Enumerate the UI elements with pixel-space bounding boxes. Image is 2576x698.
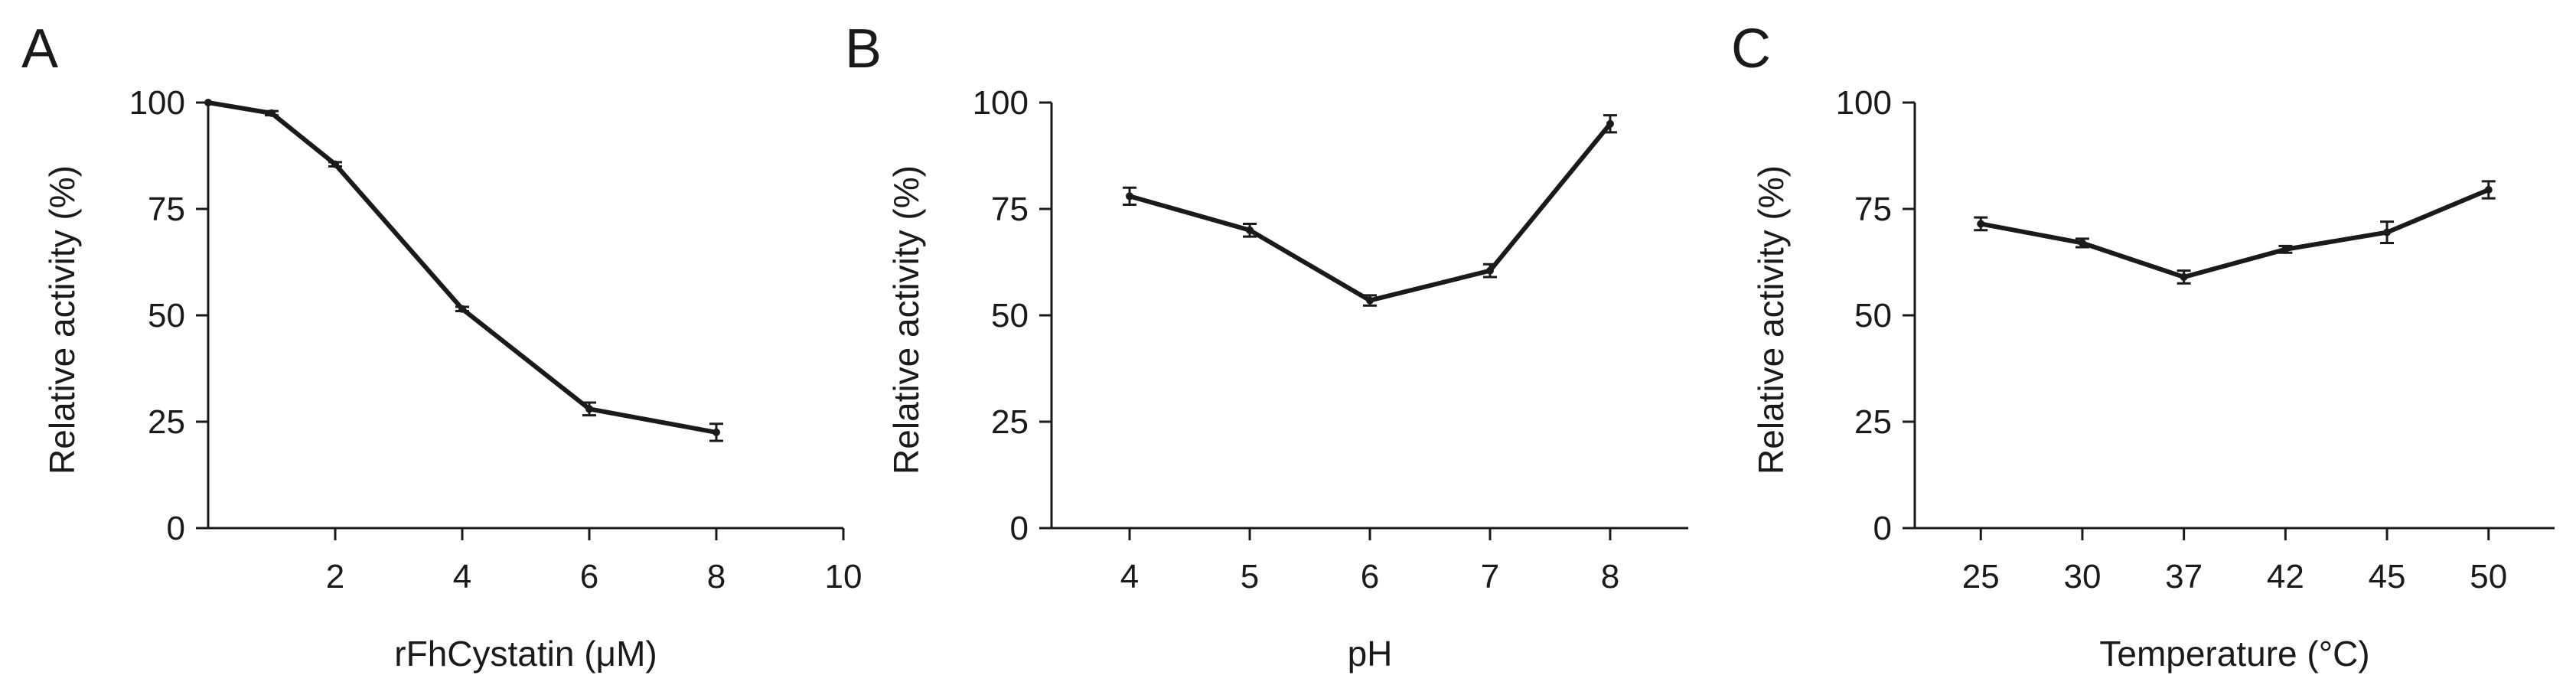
- y-tick-label: 0: [1873, 510, 1892, 547]
- x-axis-title: Temperature (°C): [2099, 634, 2369, 674]
- panel-b: B 0 25 50 75 100 4 5 6 7 8 pH Relative activity (%): [845, 18, 1688, 674]
- data-point: [2484, 185, 2493, 194]
- x-tick-label: 2: [326, 558, 344, 595]
- data-point: [585, 405, 593, 413]
- data-point: [458, 305, 466, 313]
- y-tick-label: 25: [148, 403, 185, 441]
- data-point: [268, 109, 276, 117]
- data-point: [2078, 239, 2086, 247]
- x-tick-label: 4: [453, 558, 471, 595]
- x-tick-label: 37: [2165, 558, 2203, 595]
- data-point: [2383, 228, 2392, 236]
- y-tick-label: 50: [991, 297, 1029, 334]
- data-point: [712, 428, 720, 436]
- panel-letter: A: [21, 18, 58, 80]
- x-tick-label: 45: [2369, 558, 2406, 595]
- x-axis-title: pH: [1348, 634, 1393, 674]
- y-tick-label: 25: [991, 403, 1029, 441]
- x-tick-label: 6: [1361, 558, 1379, 595]
- x-tick-label: 8: [1601, 558, 1619, 595]
- data-point: [204, 99, 212, 106]
- y-tick-label: 100: [1836, 84, 1892, 122]
- y-tick-label: 25: [1854, 403, 1892, 441]
- x-tick-label: 5: [1241, 558, 1259, 595]
- data-point: [2180, 272, 2188, 281]
- data-point: [1485, 266, 1494, 275]
- x-tick-label: 7: [1481, 558, 1499, 595]
- series-line: [207, 100, 717, 435]
- y-tick-label: 50: [1854, 297, 1892, 334]
- x-tick-label: 6: [580, 558, 598, 595]
- x-tick-label: 4: [1120, 558, 1139, 595]
- x-axis-title: rFhCystatin (μM): [394, 634, 657, 674]
- data-point: [2281, 245, 2290, 253]
- series-line: [1129, 122, 1612, 303]
- data-point: [1126, 192, 1134, 201]
- series-line: [1980, 188, 2490, 279]
- x-tick-label: 50: [2470, 558, 2507, 595]
- x-tick-label: 42: [2267, 558, 2304, 595]
- panel-a: A 0 25 50 75 100 2 4 6 8 10 rFhCystatin (μM) Relativ…: [21, 18, 862, 674]
- panel-letter: B: [845, 18, 882, 80]
- y-tick-label: 75: [148, 191, 185, 228]
- data-point: [1246, 226, 1254, 234]
- y-tick-label: 75: [991, 191, 1029, 228]
- y-axis-title: Relative activity (%): [886, 165, 926, 475]
- y-tick-label: 0: [1010, 510, 1029, 547]
- data-point: [331, 160, 339, 168]
- data-point: [1606, 119, 1614, 128]
- data-point: [1366, 296, 1374, 305]
- panel-c: C 0 25 50 75 100 25 30 37 42 45 50 Temperature (°C) R…: [1731, 18, 2555, 674]
- x-tick-label: 30: [2063, 558, 2101, 595]
- y-tick-label: 50: [148, 297, 185, 334]
- panel-letter: C: [1731, 18, 1771, 80]
- y-axis-title: Relative activity (%): [42, 165, 82, 475]
- y-tick-label: 75: [1854, 191, 1892, 228]
- x-tick-label: 8: [707, 558, 726, 595]
- y-axis-title: Relative activity (%): [1751, 165, 1791, 475]
- x-tick-label: 25: [1962, 558, 2000, 595]
- y-tick-label: 100: [129, 84, 185, 122]
- y-tick-label: 0: [167, 510, 185, 547]
- data-point: [1977, 220, 1985, 228]
- x-tick-label: 10: [825, 558, 862, 595]
- y-tick-label: 100: [973, 84, 1029, 122]
